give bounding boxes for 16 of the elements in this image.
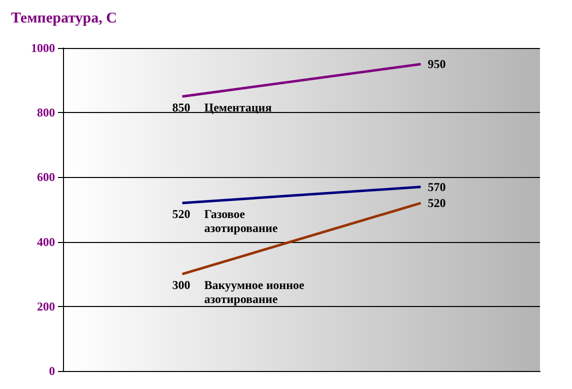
y-tick-label: 0 [49, 364, 55, 378]
series-label: Вакуумное ионное азотирование [204, 278, 308, 306]
series-label: Цементация [204, 100, 272, 114]
data-label: 950 [428, 57, 446, 72]
y-tick-label: 800 [37, 106, 55, 120]
y-tick-label: 200 [37, 299, 55, 314]
data-label: 850 [172, 100, 190, 114]
y-tick-label: 1000 [31, 41, 55, 55]
data-label: 300 [172, 278, 190, 292]
y-tick-label: 600 [37, 170, 55, 184]
data-label: 570 [428, 180, 446, 194]
y-tick-label: 400 [37, 234, 55, 249]
data-label: 520 [172, 207, 190, 222]
data-label: 520 [428, 196, 446, 210]
chart-title: Температура, С [11, 10, 117, 26]
series-label: Газовое азотирование [204, 207, 278, 236]
